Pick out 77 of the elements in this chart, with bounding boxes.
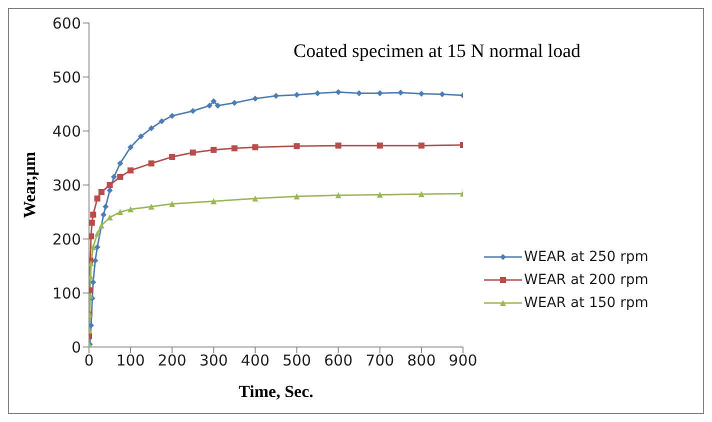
x-tick-label: 200 — [158, 352, 186, 370]
point — [169, 112, 176, 119]
point — [418, 142, 424, 149]
x-tick-label: 400 — [240, 352, 270, 370]
point — [90, 279, 96, 286]
point — [252, 196, 258, 202]
point — [214, 102, 221, 109]
point — [117, 209, 124, 215]
x-tick-label: 700 — [366, 352, 394, 370]
point — [294, 92, 300, 98]
point — [110, 174, 117, 180]
x-axis-title: Time, Sec. — [238, 382, 314, 401]
y-tick-label: 600 — [52, 14, 81, 32]
point — [210, 198, 217, 204]
legend-label: WEAR at 250 rpm — [524, 248, 648, 264]
point — [90, 212, 96, 218]
point — [231, 145, 238, 152]
point — [98, 222, 104, 228]
point — [102, 204, 109, 210]
point — [94, 230, 100, 237]
point — [252, 96, 258, 102]
point — [106, 182, 113, 188]
point — [117, 160, 124, 166]
point — [206, 102, 213, 109]
point — [158, 118, 165, 124]
point — [190, 108, 196, 114]
y-tick-label: 100 — [52, 284, 81, 302]
point — [294, 143, 300, 150]
point — [314, 90, 321, 96]
x-tick-label: 900 — [448, 352, 478, 370]
y-tick-label: 500 — [52, 68, 81, 86]
point — [210, 98, 217, 104]
point — [190, 150, 196, 156]
point — [100, 212, 107, 218]
point — [128, 206, 134, 212]
point — [98, 189, 104, 196]
point — [128, 167, 134, 174]
point — [418, 191, 424, 198]
point — [418, 90, 424, 97]
point — [89, 260, 94, 266]
point — [89, 220, 95, 226]
point — [94, 244, 100, 250]
point — [294, 193, 300, 200]
point — [148, 204, 154, 210]
point — [273, 92, 279, 99]
point — [210, 146, 217, 153]
y-tick-label: 400 — [52, 122, 81, 140]
point — [231, 100, 238, 106]
point — [439, 91, 446, 98]
y-axis-title: Wear,µm — [20, 152, 40, 218]
x-tick-label: 800 — [407, 352, 436, 370]
point — [128, 144, 134, 150]
point — [376, 142, 383, 149]
x-tick-label: 300 — [199, 352, 228, 370]
legend-label: WEAR at 150 rpm — [524, 294, 648, 310]
y-tick-label: 0 — [71, 338, 81, 356]
point — [335, 192, 342, 198]
point — [335, 142, 342, 149]
point — [169, 154, 176, 160]
point — [138, 133, 144, 140]
point — [89, 233, 94, 240]
point — [148, 125, 154, 132]
x-tick-label: 0 — [84, 352, 94, 370]
x-tick-label: 500 — [282, 352, 312, 370]
point — [148, 160, 154, 166]
y-tick-label: 200 — [52, 230, 81, 248]
y-tick-label: 300 — [52, 176, 81, 194]
legend-label: WEAR at 200 rpm — [524, 272, 648, 288]
point — [169, 200, 176, 207]
point — [94, 196, 100, 202]
point — [117, 174, 124, 180]
point — [90, 244, 96, 250]
point — [376, 192, 383, 198]
x-tick-label: 100 — [116, 352, 145, 370]
x-tick-label: 600 — [324, 352, 353, 370]
point — [252, 144, 258, 150]
text: Coated specimen at 15 N normal load — [292, 41, 582, 63]
